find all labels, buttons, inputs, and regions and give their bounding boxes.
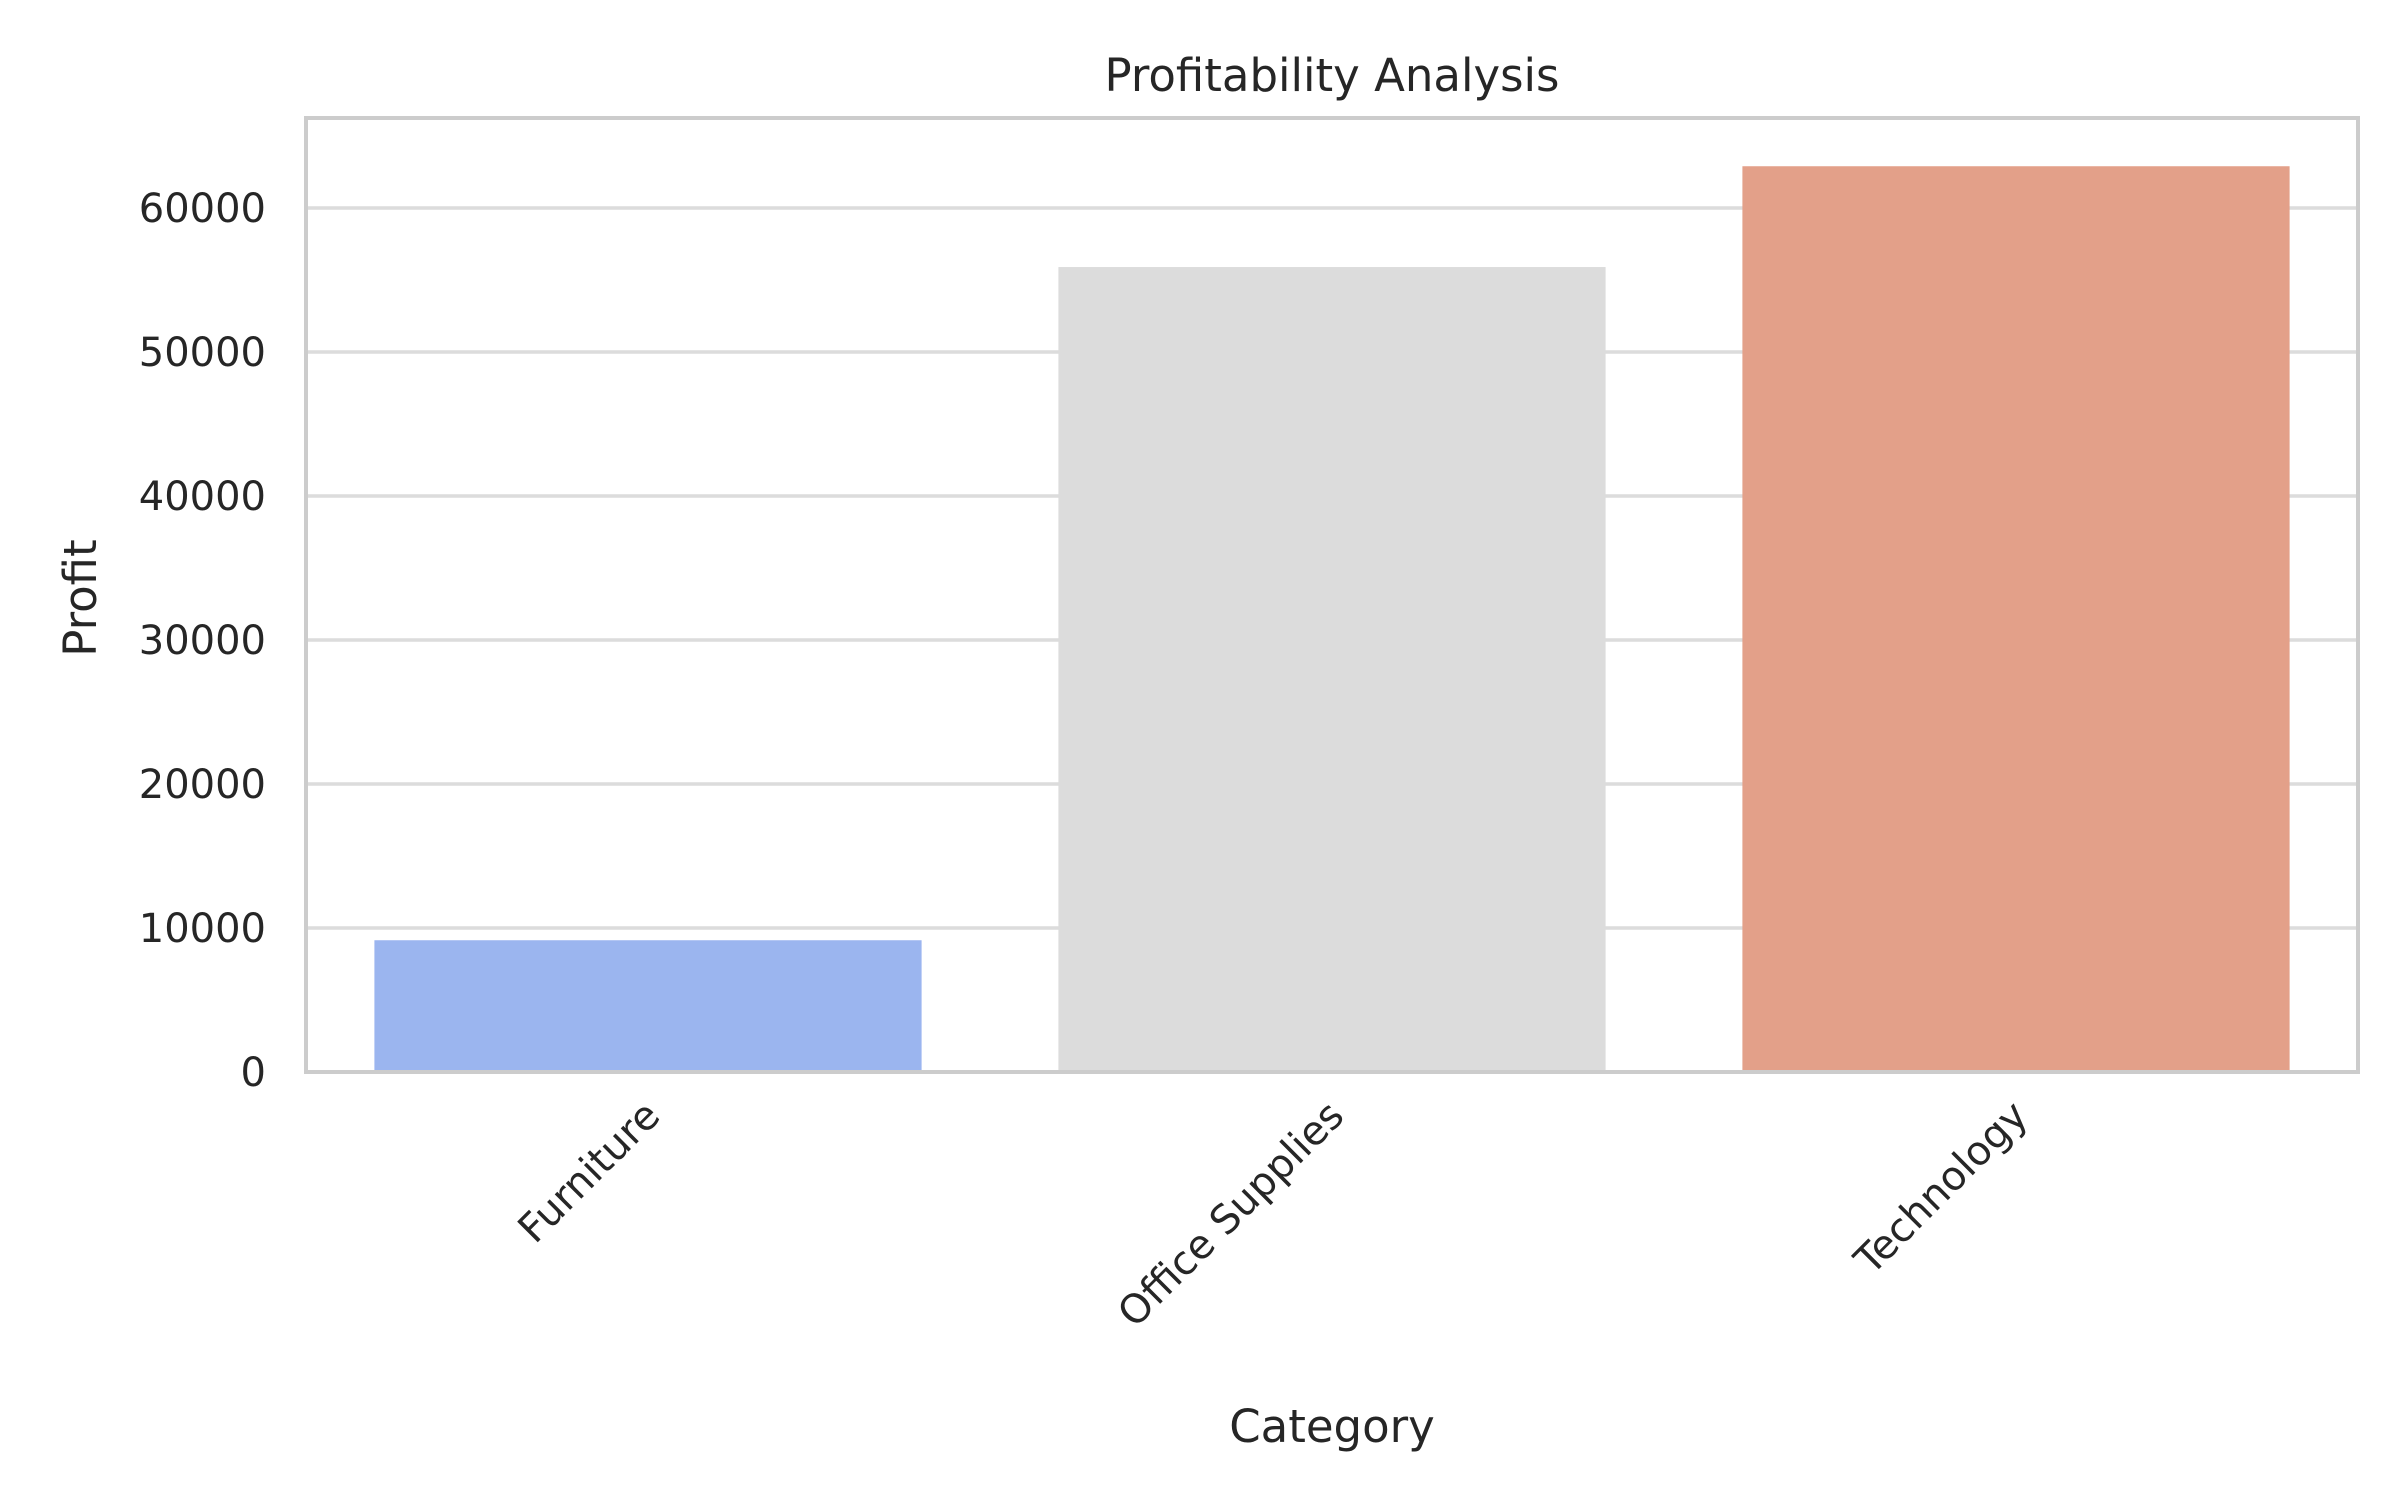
x-tick-labels: Furniture Office Supplies Technology: [510, 1093, 2038, 1337]
y-tick-label: 40000: [139, 474, 266, 520]
y-tick-label: 0: [241, 1050, 266, 1096]
x-tick-label: Office Supplies: [1109, 1093, 1353, 1337]
y-tick-label: 50000: [139, 330, 266, 376]
chart-title: Profitability Analysis: [1104, 49, 1559, 102]
y-axis-label: Profit: [54, 539, 107, 656]
y-tick-label: 30000: [139, 618, 266, 664]
bar-technology: [1742, 166, 2290, 1073]
x-axis-label: Category: [1229, 1400, 1435, 1453]
bar-furniture: [374, 940, 922, 1072]
plot-frame: [304, 116, 2360, 1074]
x-tick-label: Technology: [1845, 1093, 2037, 1285]
y-tick-label: 20000: [139, 762, 266, 808]
bar-office-supplies: [1058, 267, 1606, 1072]
y-tick-labels: 0 10000 20000 30000 40000 50000 60000: [139, 186, 266, 1096]
y-tick-label: 60000: [139, 186, 266, 232]
x-tick-label: Furniture: [510, 1093, 670, 1253]
y-tick-label: 10000: [139, 906, 266, 952]
bars: [374, 166, 2290, 1073]
